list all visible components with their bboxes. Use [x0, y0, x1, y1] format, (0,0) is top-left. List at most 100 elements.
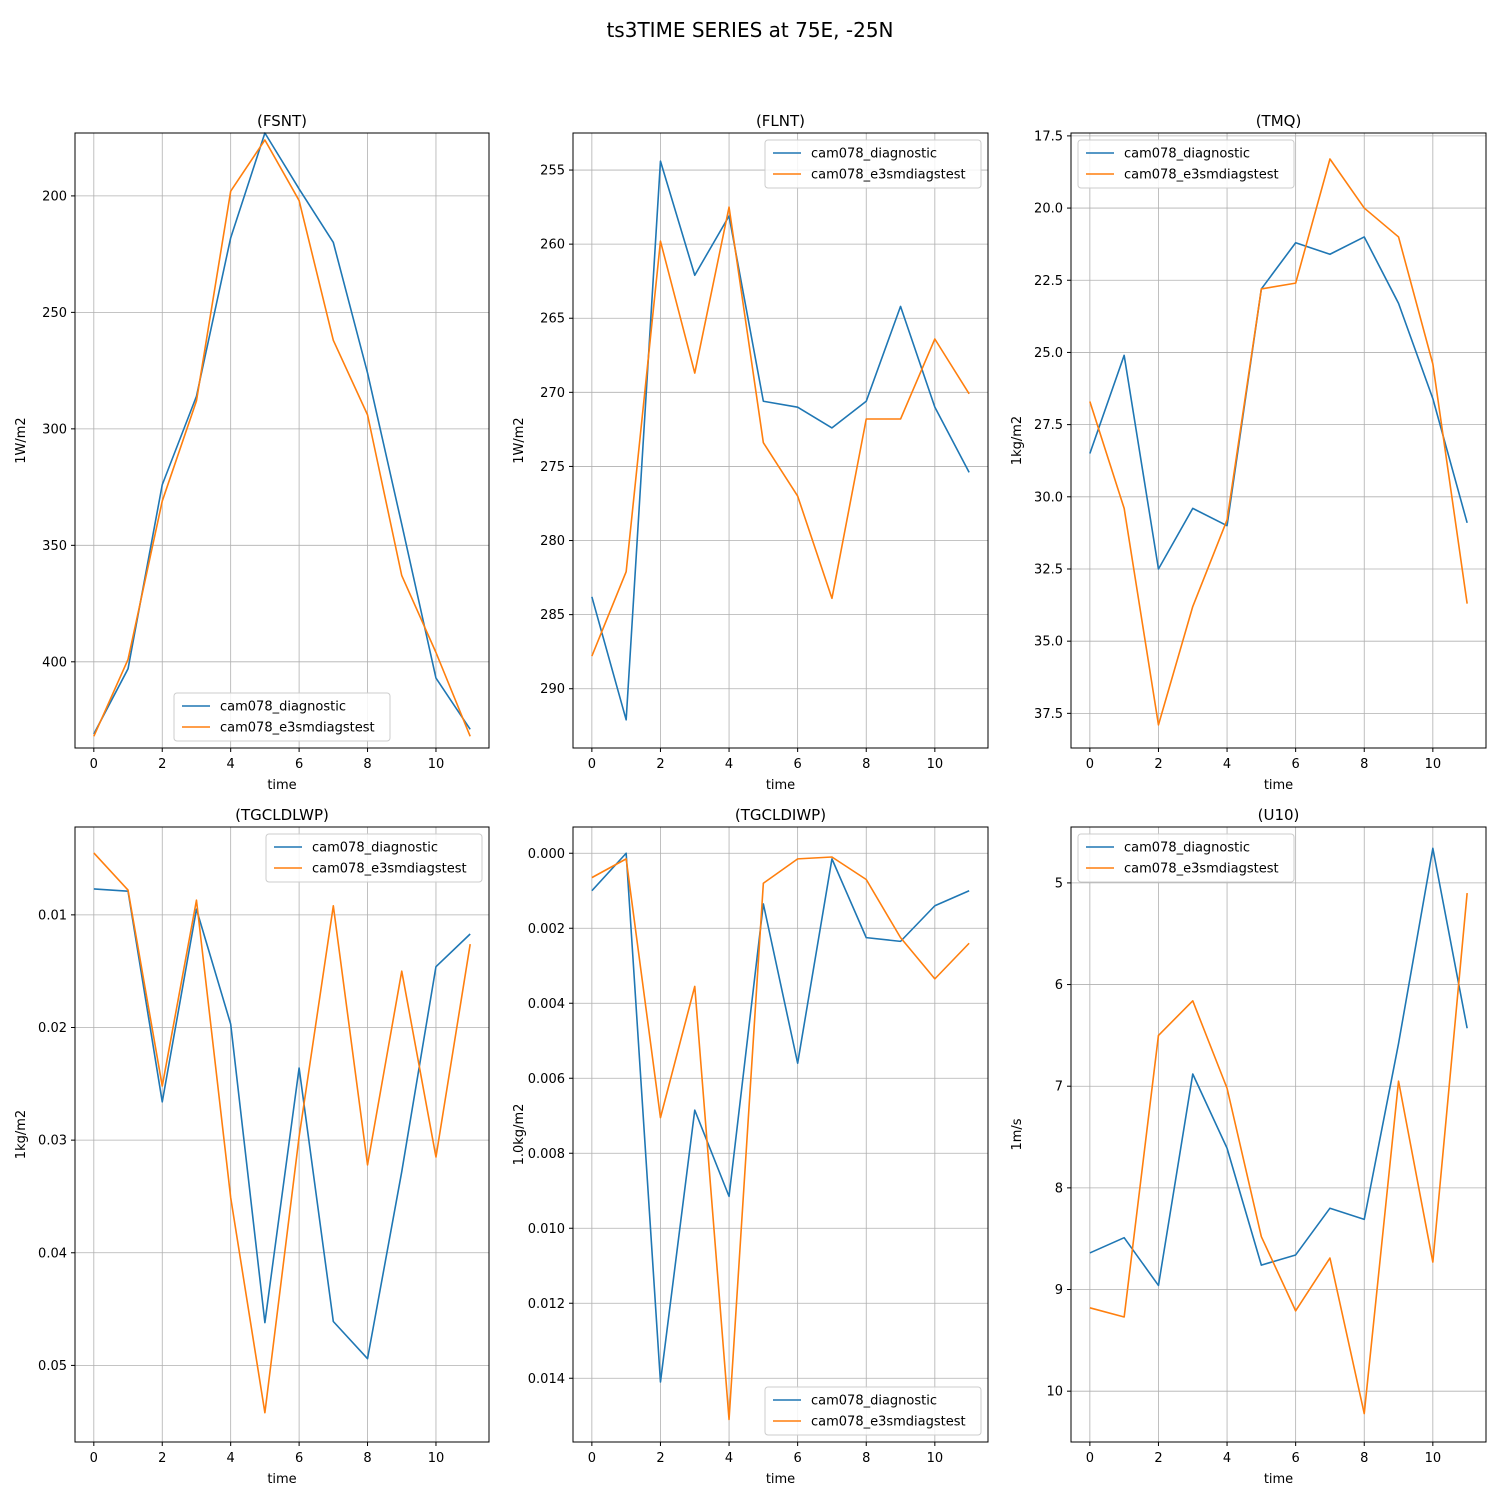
axes-frame	[572, 132, 989, 749]
y-tick-label: 250	[42, 306, 67, 321]
series-line-cam078_e3smdiagstest	[93, 852, 471, 1414]
x-tick-label: 10	[428, 757, 445, 772]
axes-frame	[74, 132, 490, 749]
series-line-cam078_e3smdiagstest	[93, 139, 471, 737]
y-tick-label: 260	[540, 238, 565, 253]
x-tick-label: 8	[363, 1451, 371, 1466]
axes-frame	[74, 826, 490, 1443]
y-axis-label: 1kg/m2	[14, 1110, 29, 1159]
y-tick-label: 290	[540, 682, 565, 697]
legend: cam078_diagnostic cam078_e3smdiagstest	[1077, 833, 1295, 883]
y-tick-label: 0.004	[528, 997, 565, 1012]
legend: cam078_diagnostic cam078_e3smdiagstest	[764, 139, 982, 189]
x-tick-label: 8	[363, 757, 371, 772]
grid	[573, 133, 988, 748]
y-tick-label: 270	[540, 386, 565, 401]
legend-entry: cam078_e3smdiagstest	[811, 1415, 966, 1430]
subplot-title: (U10)	[1258, 806, 1300, 824]
subplot-title: (TGCLDIWP)	[735, 806, 826, 824]
y-tick-label: 37.5	[1034, 707, 1063, 722]
panels: 0 2 4 6 8 10200250300350400(FSNT)time1W/m2cam…	[14, 112, 1487, 1487]
legend-entry: cam078_e3smdiagstest	[1124, 168, 1279, 183]
series-line-cam078_e3smdiagstest	[1089, 892, 1468, 1415]
x-tick-label: 10	[927, 757, 944, 772]
x-tick-label: 6	[295, 1451, 303, 1466]
legend-entry: cam078_diagnostic	[312, 841, 438, 856]
legend-entry: cam078_e3smdiagstest	[811, 168, 966, 183]
y-tick-label: 8	[1055, 1181, 1063, 1196]
series-line-cam078_diagnostic	[1089, 847, 1468, 1287]
series-line-cam078_diagnostic	[93, 888, 471, 1360]
y-tick-label: 0.002	[528, 922, 565, 937]
y-tick-label: 20.0	[1034, 202, 1063, 217]
y-tick-label: 10	[1046, 1385, 1063, 1400]
x-tick-label: 0	[90, 757, 98, 772]
legend-box	[764, 139, 982, 189]
x-tick-label: 4	[725, 1451, 733, 1466]
subplot-title: (FLNT)	[756, 112, 805, 130]
series-line-cam078_diagnostic	[591, 852, 970, 1383]
x-tick-label: 6	[1292, 1451, 1300, 1466]
subplot-title: (FSNT)	[257, 112, 307, 130]
x-axis-label: time	[1264, 778, 1293, 793]
y-tick-label: 0.014	[528, 1372, 565, 1387]
y-tick-label: 285	[540, 608, 565, 623]
series-line-cam078_diagnostic	[591, 160, 970, 721]
y-tick-label: 32.5	[1034, 562, 1063, 577]
y-tick-label: 0.010	[528, 1222, 565, 1237]
y-tick-label: 0.000	[528, 847, 565, 862]
grid	[75, 133, 489, 748]
x-tick-label: 6	[794, 757, 802, 772]
x-tick-label: 10	[927, 1451, 944, 1466]
x-tick-label: 4	[725, 757, 733, 772]
y-tick-label: 200	[42, 189, 67, 204]
legend-entry: cam078_diagnostic	[811, 1394, 937, 1409]
subplot-3: 0 2 4 6 8 10 17.5 20.0 22.5 25.0 27.5 30.0 32.5 35.0 3…	[1010, 112, 1487, 793]
legend-box	[265, 833, 483, 883]
x-axis-label: time	[267, 1472, 296, 1487]
y-tick-label: 0.04	[38, 1246, 67, 1261]
y-tick-label: 30.0	[1034, 490, 1063, 505]
x-tick-label: 4	[227, 1451, 235, 1466]
x-tick-label: 6	[295, 757, 303, 772]
y-tick-label: 27.5	[1034, 418, 1063, 433]
subplot-1: 0 2 4 6 8 10 200 250 300 350 400 (FSNT) time 1W/m2 cam…	[14, 112, 490, 793]
series-line-cam078_e3smdiagstest	[591, 856, 970, 1421]
legend: cam078_diagnostic cam078_e3smdiagstest	[1077, 139, 1295, 189]
series-line-cam078_e3smdiagstest	[591, 206, 970, 657]
subplot-6: 0 2 4 6 8 10 5 6 7 8 9 10 (U10) time 1m/s cam078_diagno…	[1010, 806, 1487, 1487]
x-tick-label: 2	[1154, 757, 1162, 772]
grid	[573, 827, 988, 1442]
legend: cam078_diagnostic cam078_e3smdiagstest	[265, 833, 483, 883]
y-tick-label: 0.05	[38, 1359, 67, 1374]
y-tick-label: 17.5	[1034, 129, 1063, 144]
axes-frame	[1070, 132, 1487, 749]
x-tick-label: 2	[656, 757, 664, 772]
y-tick-label: 0.006	[528, 1072, 565, 1087]
y-tick-label: 25.0	[1034, 346, 1063, 361]
x-tick-label: 10	[1425, 1451, 1442, 1466]
legend-entry: cam078_diagnostic	[1124, 147, 1250, 162]
x-tick-label: 6	[794, 1451, 802, 1466]
legend-entry: cam078_diagnostic	[811, 147, 937, 162]
y-tick-label: 9	[1055, 1283, 1063, 1298]
x-tick-label: 4	[1223, 757, 1231, 772]
series-line-cam078_diagnostic	[93, 132, 471, 735]
x-axis-label: time	[267, 778, 296, 793]
y-tick-label: 7	[1055, 1080, 1063, 1095]
x-tick-label: 4	[1223, 1451, 1231, 1466]
axes-frame	[572, 826, 989, 1443]
x-tick-label: 0	[588, 757, 596, 772]
x-tick-label: 8	[1360, 757, 1368, 772]
grid	[75, 827, 489, 1442]
x-axis-label: time	[1264, 1472, 1293, 1487]
figure-title: ts3TIME SERIES at 75E, -25N	[606, 18, 893, 42]
x-tick-label: 8	[1360, 1451, 1368, 1466]
x-tick-label: 4	[227, 757, 235, 772]
x-tick-label: 0	[1086, 757, 1094, 772]
legend-entry: cam078_diagnostic	[1124, 841, 1250, 856]
y-axis-label: 1W/m2	[14, 417, 29, 463]
x-tick-label: 0	[90, 1451, 98, 1466]
x-tick-label: 2	[158, 757, 166, 772]
